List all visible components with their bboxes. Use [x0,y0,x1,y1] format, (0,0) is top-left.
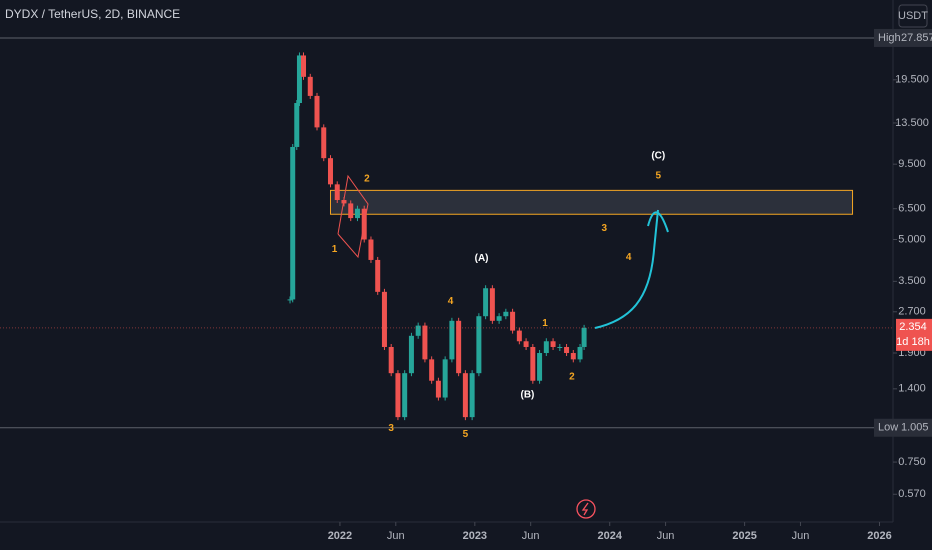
candle [442,359,448,398]
wave-label: 2 [364,173,370,184]
candle [496,316,502,321]
candle [422,325,428,360]
currency-button[interactable] [898,4,928,28]
candle [294,103,300,147]
candle [296,55,302,104]
candle [368,239,374,260]
high-value: 27.857 [901,32,932,44]
candle [307,76,313,96]
event-icon[interactable] [576,499,596,519]
currency-label: USDT [898,10,928,22]
candle [354,208,360,219]
candle [348,203,354,219]
y-tick-label: 5.000 [898,233,926,245]
wave-label: (A) [475,253,489,264]
candle [516,330,522,342]
x-tick-label: 2024 [597,530,622,542]
x-tick-label: Jun [387,530,405,542]
wave-label: 5 [463,429,469,440]
y-tick-label: 2.700 [898,306,926,318]
countdown: 1d 18h [896,336,930,348]
wave-label: 4 [448,296,454,307]
candle [581,327,587,347]
wave-label: (C) [651,150,665,161]
candle [314,95,320,128]
candle [290,146,296,300]
candle [395,373,401,418]
candle [435,380,441,398]
zone [329,189,854,215]
candle [415,325,421,336]
y-tick-label: 0.570 [898,488,926,500]
candle [489,288,495,321]
plot [0,37,893,429]
candle [449,320,455,360]
last-price: 2.354 [899,321,927,333]
wave-label: 1 [542,318,548,329]
event-icon-bolt [581,502,589,516]
candle [564,346,570,354]
candle [523,341,529,347]
candle [402,373,408,418]
candle [429,359,435,381]
candle [510,311,516,331]
high-label: High [878,32,901,44]
last-price-box [896,318,932,351]
x-tick-label: 2026 [867,530,891,542]
y-tick-label: 0.750 [898,456,926,468]
x-tick-label: 2025 [732,530,756,542]
candle [476,316,482,374]
candle [408,335,414,374]
candle [570,353,576,360]
y-tick-label: 19.500 [895,74,929,86]
y-tick-label: 1.400 [898,383,926,395]
wave-label: 2 [569,372,575,383]
wave-label: 3 [388,423,394,434]
wave-label: 5 [656,170,662,181]
y-tick-label: 6.500 [898,203,926,215]
candle [388,346,394,374]
candle [537,353,543,381]
candle [375,259,381,292]
candle [334,184,340,201]
candle [456,320,462,374]
low-box [874,418,932,437]
y-tick-label: 13.500 [895,117,929,129]
projection-arrow [594,209,659,329]
arrow-head [647,211,669,233]
high-box [874,28,932,47]
wave-label: 1 [332,244,338,255]
y-tick-label: 9.500 [898,158,926,170]
x-tick-label: Jun [522,530,540,542]
candle [503,311,509,317]
x-tick-label: Jun [657,530,675,542]
candle [550,341,556,347]
candle [287,299,293,301]
x-tick-label: Jun [792,530,810,542]
candle [577,346,583,360]
candle [557,346,563,348]
candle [543,341,549,354]
wave-label: (B) [520,389,534,400]
wedge-drawing [337,174,369,259]
candle [469,373,475,418]
y-tick-label: 3.500 [898,275,926,287]
x-tick-label: 2023 [463,530,487,542]
candle [462,373,468,418]
candle [530,346,536,381]
candle [321,127,327,159]
low-value: 1.005 [901,422,929,434]
symbol-title: DYDX / TetherUS, 2D, BINANCE [5,7,180,21]
low-label: Low [878,422,898,434]
wave-label: 4 [626,252,632,263]
x-tick-label: 2022 [328,530,352,542]
candle [483,288,489,317]
candle [327,158,333,185]
candle [381,291,387,347]
candle [301,55,307,77]
wave-label: 3 [602,223,608,234]
